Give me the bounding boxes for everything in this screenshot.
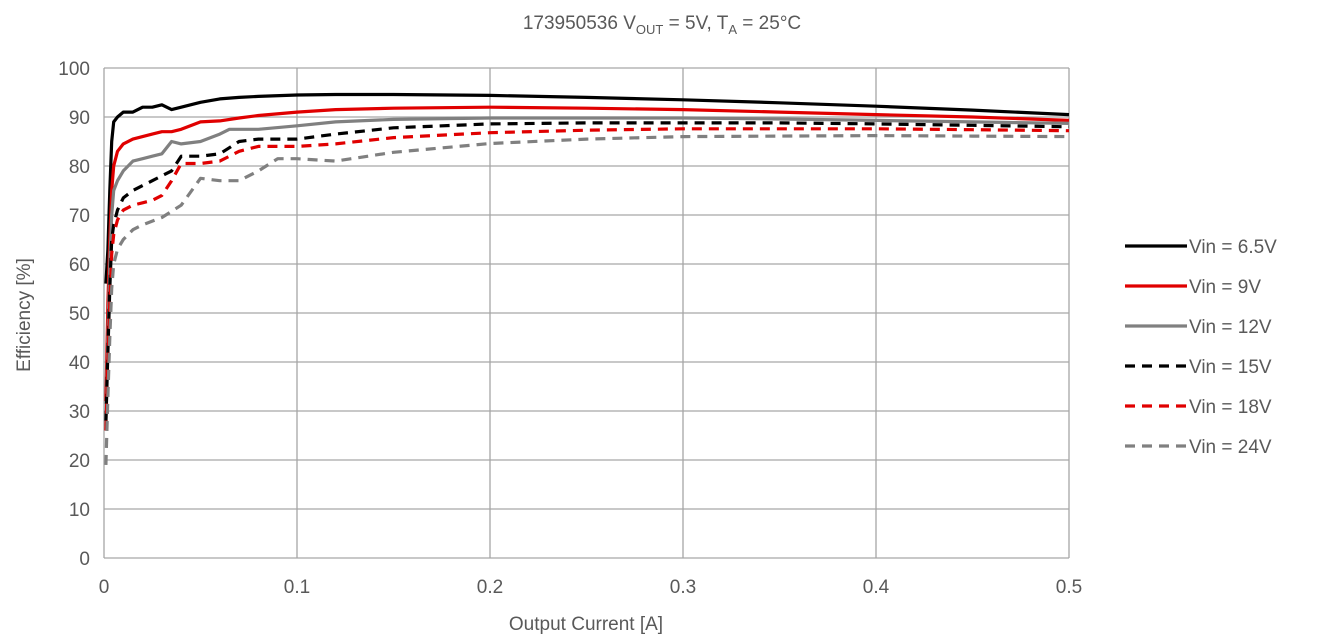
- legend-label: Vin = 9V: [1189, 277, 1261, 298]
- y-tick-label: 50: [69, 304, 90, 325]
- legend-label: Vin = 15V: [1189, 357, 1272, 378]
- series-line-1: [104, 92, 1070, 284]
- x-axis-label: Output Current [A]: [509, 614, 663, 635]
- x-axis-ticks: 0 0.1 0.2 0.3 0.4 0.5: [99, 577, 1083, 598]
- chart-title: 173950536 VOUT = 5V, TA = 25°C: [523, 13, 801, 37]
- series-line-4: [104, 121, 1070, 421]
- y-tick-label: 10: [69, 500, 90, 521]
- y-axis-ticks: 0 10 20 30 40 50 60 70 80 90 100: [58, 59, 90, 570]
- series-line-3: [104, 116, 1070, 426]
- x-tick-label: 0.1: [284, 577, 310, 598]
- legend-label: Vin = 12V: [1189, 317, 1272, 338]
- legend-label: Vin = 6.5V: [1189, 237, 1277, 258]
- y-tick-label: 70: [69, 206, 90, 227]
- legend: Vin = 6.5V Vin = 9V Vin = 12V Vin = 15V Vin …: [1125, 237, 1277, 458]
- y-tick-label: 80: [69, 157, 90, 178]
- series-line-6: [104, 134, 1070, 465]
- y-axis-label: Efficiency [%]: [14, 258, 35, 372]
- x-tick-label: 0.4: [863, 577, 890, 598]
- series-line-5: [104, 127, 1070, 431]
- y-tick-label: 0: [79, 549, 90, 570]
- y-tick-label: 30: [69, 402, 90, 423]
- x-tick-label: 0.2: [477, 577, 503, 598]
- y-tick-label: 100: [58, 59, 90, 80]
- legend-label: Vin = 18V: [1189, 397, 1272, 418]
- y-tick-label: 40: [69, 353, 90, 374]
- x-tick-label: 0.5: [1056, 577, 1082, 598]
- grid-lines: [103, 67, 1070, 559]
- x-tick-label: 0: [99, 577, 110, 598]
- y-tick-label: 90: [69, 108, 90, 129]
- plot-area: [104, 92, 1070, 465]
- x-tick-label: 0.3: [670, 577, 696, 598]
- y-tick-label: 20: [69, 451, 90, 472]
- legend-label: Vin = 24V: [1189, 437, 1272, 458]
- y-tick-label: 60: [69, 255, 90, 276]
- series-line-2: [104, 105, 1070, 402]
